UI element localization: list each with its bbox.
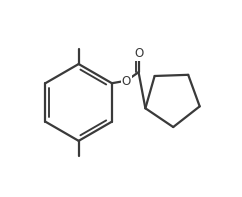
- Text: O: O: [122, 75, 131, 88]
- Text: O: O: [134, 47, 143, 60]
